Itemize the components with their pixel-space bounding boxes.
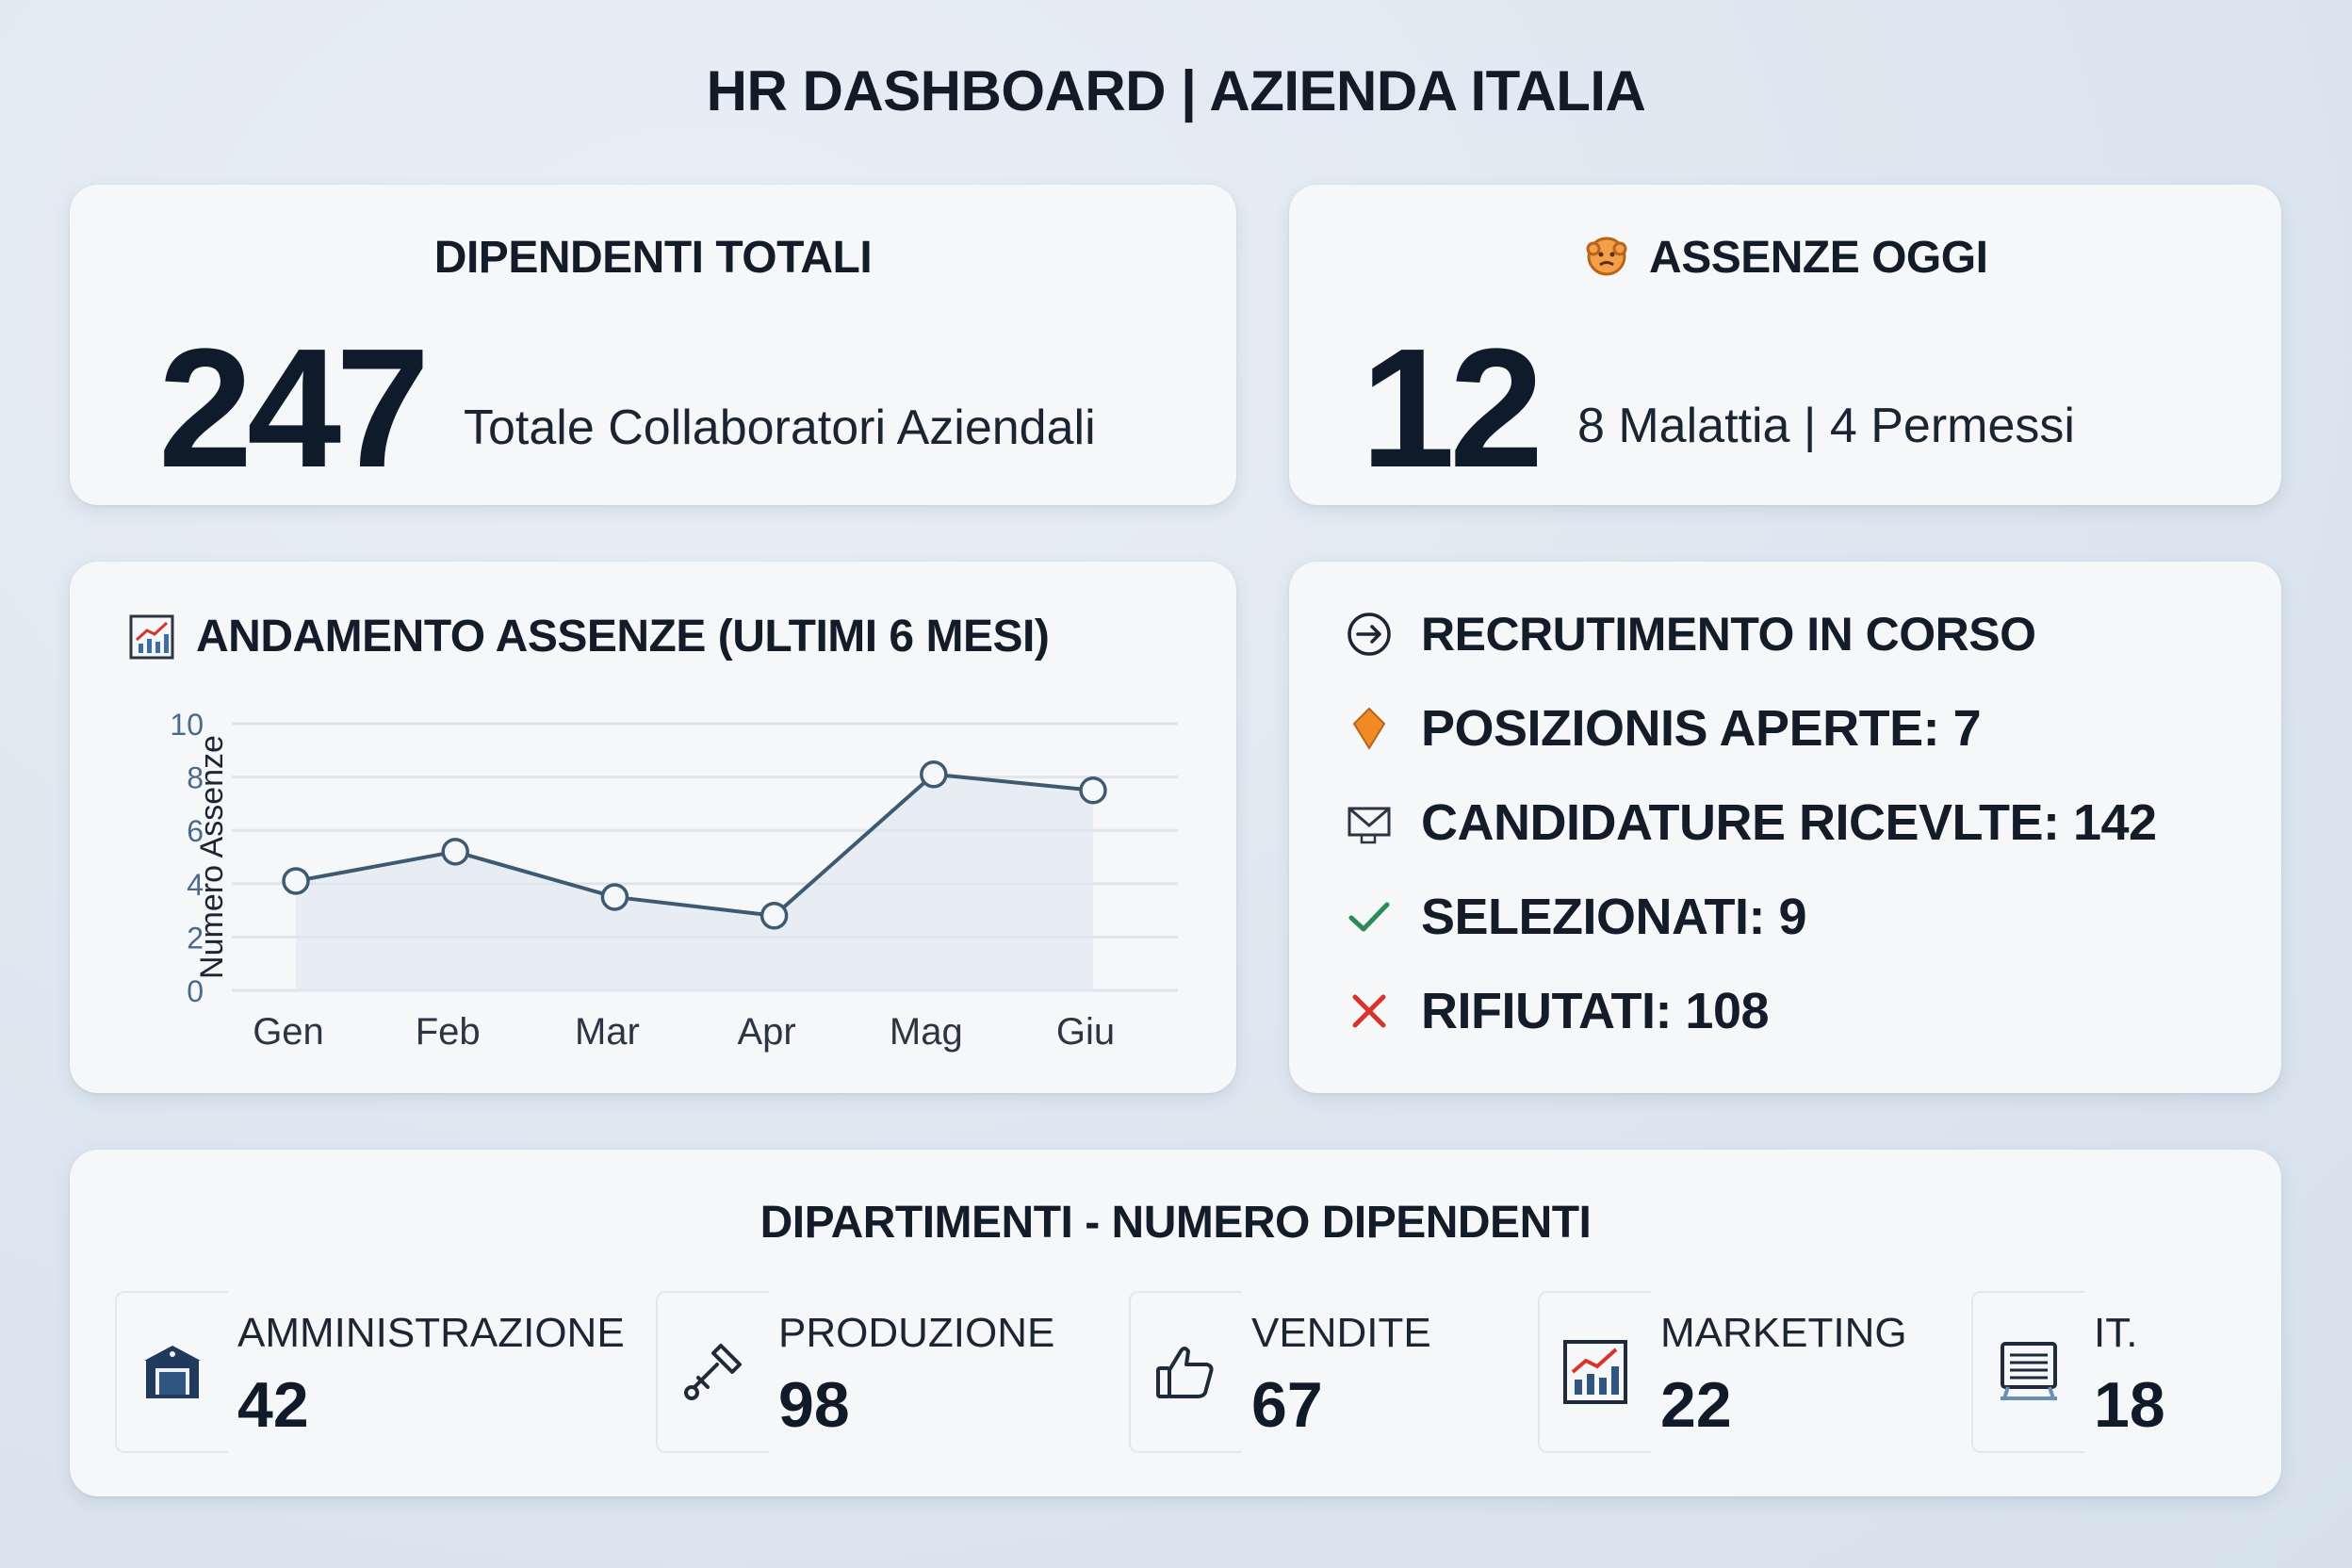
department-count: 22	[1660, 1369, 1732, 1441]
data-point	[760, 902, 789, 930]
arrow-circle-icon	[1346, 611, 1393, 658]
data-point	[600, 883, 629, 911]
x-tick-label: Mar	[575, 1011, 640, 1053]
department-count: 18	[2094, 1369, 2165, 1441]
y-tick-label: 8	[187, 761, 204, 795]
growth-chart-icon	[1563, 1340, 1627, 1404]
department-name: IT.	[2094, 1310, 2138, 1356]
department-count: 67	[1251, 1369, 1323, 1441]
envelope-icon	[1346, 799, 1393, 846]
total-employees-caption: Totale Collaboratori Aziendali	[464, 400, 1096, 455]
recruitment-heading-row: RECRUTIMENTO IN CORSO	[1346, 607, 2036, 662]
y-axis-label: Numero Assenze	[194, 735, 230, 979]
building-icon	[144, 1346, 201, 1398]
absences-today-heading: ASSENZE OGGI	[1649, 233, 1988, 283]
department-name: PRODUZIONE	[778, 1310, 1055, 1356]
department-name: MARKETING	[1660, 1310, 1907, 1356]
departments-card: DIPARTIMENTI - NUMERO DIPENDENTI AMMINIS…	[70, 1150, 2281, 1496]
recruitment-card: RECRUTIMENTO IN CORSO POSIZIONIS APERTE:…	[1289, 562, 2281, 1093]
department-name: VENDITE	[1251, 1310, 1431, 1356]
y-tick-label: 4	[187, 868, 204, 902]
face-icon	[1583, 232, 1630, 284]
recruitment-item-label: SELEZIONATI: 9	[1421, 889, 1807, 945]
total-employees-value: 247	[158, 314, 430, 503]
recruitment-item-applications: CANDIDATURE RICEVLTE: 142	[1346, 793, 2157, 852]
x-tick-label: Mag	[890, 1011, 963, 1053]
thumbs-up-icon	[1156, 1347, 1214, 1398]
x-tick-label: Gen	[253, 1011, 324, 1053]
data-point	[282, 867, 310, 895]
data-point	[441, 838, 469, 866]
y-tick-label: 6	[187, 814, 204, 848]
x-tick-label: Feb	[416, 1011, 481, 1053]
server-icon	[2001, 1342, 2057, 1400]
y-tick-label: 0	[187, 974, 204, 1008]
department-name: AMMINISTRAZIONE	[237, 1310, 625, 1356]
absences-today-caption: 8 Malattia | 4 Permessi	[1577, 399, 2075, 453]
recruitment-heading: RECRUTIMENTO IN CORSO	[1421, 608, 2036, 661]
recruitment-item-label: POSIZIONIS APERTE: 7	[1421, 700, 1982, 757]
check-icon	[1346, 893, 1393, 940]
trend-heading: ANDAMENTO ASSENZE (ULTIMI 6 MESI)	[196, 612, 1050, 662]
y-tick-label: 10	[170, 708, 204, 742]
recruitment-item-open-positions: POSIZIONIS APERTE: 7	[1346, 699, 1982, 758]
page-title: HR DASHBOARD | AZIENDA ITALIA	[706, 59, 1646, 122]
diamond-pin-icon	[1346, 705, 1393, 752]
chart-icon	[128, 613, 175, 661]
recruitment-item-label: RIFIUTATI: 108	[1421, 983, 1770, 1039]
absences-today-card: ASSENZE OGGI 12 8 Malattia | 4 Permessi	[1289, 185, 2281, 505]
x-tick-label: Apr	[737, 1011, 795, 1053]
data-point	[1079, 776, 1107, 805]
recruitment-item-selected: SELEZIONATI: 9	[1346, 888, 1807, 946]
absences-today-value: 12	[1361, 314, 1544, 503]
department-count: 98	[778, 1369, 850, 1441]
absence-trend-card: ANDAMENTO ASSENZE (ULTIMI 6 MESI) 0 2 4 6 8 1…	[70, 562, 1236, 1093]
total-employees-card: DIPENDENTI TOTALI 247 Totale Collaborato…	[70, 185, 1236, 505]
total-employees-heading: DIPENDENTI TOTALI	[433, 233, 873, 283]
x-tick-label: Giu	[1056, 1011, 1115, 1053]
recruitment-item-label: CANDIDATURE RICEVLTE: 142	[1421, 794, 2157, 851]
tool-icon	[684, 1344, 742, 1400]
y-tick-label: 2	[187, 921, 204, 955]
cross-icon	[1346, 988, 1393, 1035]
department-count: 42	[237, 1369, 309, 1441]
departments-heading: DIPARTIMENTI - NUMERO DIPENDENTI	[760, 1198, 1592, 1248]
recruitment-item-rejected: RIFIUTATI: 108	[1346, 982, 1770, 1040]
series-line	[295, 772, 1094, 918]
data-point	[920, 760, 948, 789]
series-area	[296, 774, 1093, 990]
